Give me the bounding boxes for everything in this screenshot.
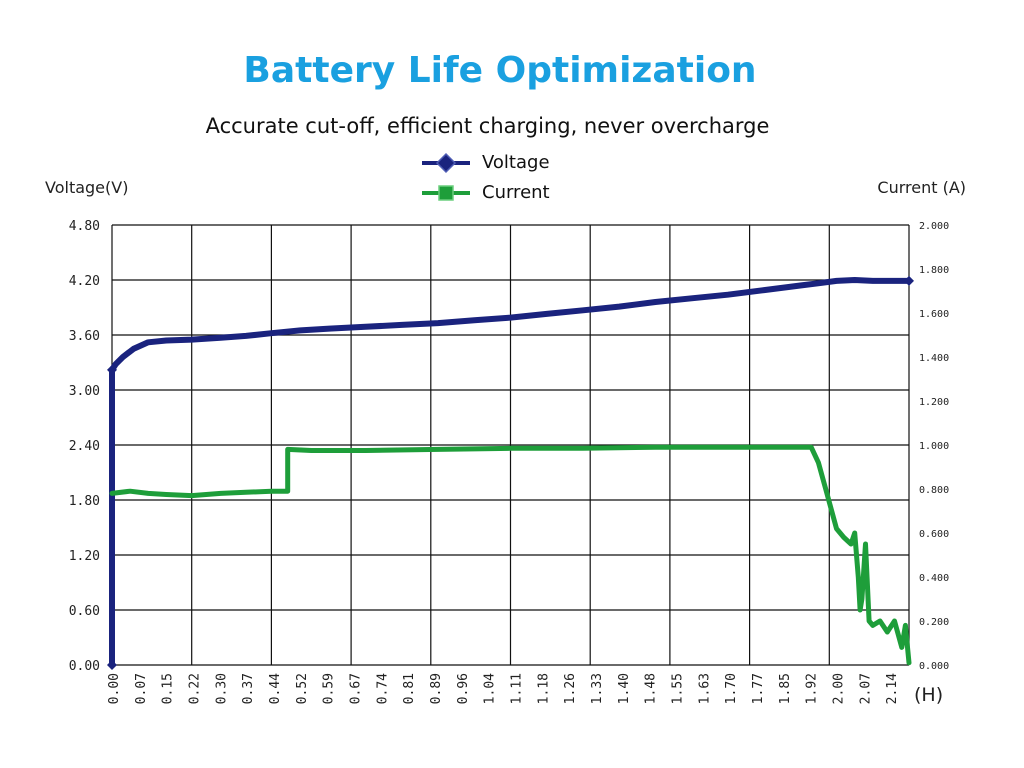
x-tick-label: 0.52 — [295, 673, 310, 704]
y-right-tick-label: 1.400 — [919, 353, 949, 364]
y-left-tick-label: 3.00 — [69, 384, 100, 399]
x-tick-label: 0.00 — [107, 673, 122, 704]
x-tick-label: 0.44 — [268, 673, 283, 704]
x-tick-label: 1.18 — [536, 673, 551, 704]
x-tick-label: 1.92 — [805, 673, 820, 704]
page-title: Battery Life Optimization — [243, 50, 757, 91]
x-tick-label: 0.22 — [188, 673, 203, 704]
legend-item-current: Current — [420, 180, 600, 210]
legend-voltage-marker — [422, 152, 470, 174]
x-tick-label: 2.00 — [832, 673, 847, 704]
voltage-point-marker — [107, 660, 117, 670]
series-line-voltage — [109, 277, 912, 668]
y-right-tick-label: 2.000 — [919, 221, 949, 232]
y-right-tick-label: 1.000 — [919, 441, 949, 452]
y-right-tick-label: 1.200 — [919, 397, 949, 408]
y-right-tick-label: 0.000 — [919, 661, 949, 672]
x-tick-label: 0.96 — [456, 673, 471, 704]
x-tick-label: 0.81 — [402, 673, 417, 704]
y-right-tick-label: 0.200 — [919, 617, 949, 628]
y-left-tick-label: 4.80 — [69, 219, 100, 234]
y-left-tick-label: 0.00 — [69, 659, 100, 674]
x-tick-label: 1.48 — [644, 673, 659, 704]
x-tick-label: 1.55 — [671, 673, 686, 704]
x-tick-label: 1.40 — [617, 673, 632, 704]
x-tick-label: 0.74 — [375, 673, 390, 704]
voltage-point-marker — [107, 364, 117, 375]
x-tick-label: 1.63 — [697, 673, 712, 704]
y-left-tick-label: 3.60 — [69, 329, 100, 344]
y-left-tick-label: 4.20 — [69, 274, 100, 289]
y-right-tick-label: 0.800 — [919, 485, 949, 496]
y-right-tick-label: 0.600 — [919, 529, 949, 540]
chart-legend: Voltage Current — [420, 150, 600, 210]
x-tick-label: 1.33 — [590, 673, 605, 704]
x-tick-label: 1.26 — [563, 673, 578, 704]
x-tick-label: 0.67 — [349, 673, 364, 704]
x-axis-unit-label: (H) — [914, 684, 944, 706]
legend-label-current: Current — [482, 182, 550, 203]
x-tick-label: 0.07 — [134, 673, 149, 704]
x-tick-label: 1.70 — [724, 673, 739, 704]
series-line-current — [109, 444, 912, 666]
x-tick-label: 1.04 — [483, 673, 498, 704]
x-tick-label: 0.59 — [322, 673, 337, 704]
legend-item-voltage: Voltage — [420, 150, 600, 180]
legend-label-voltage: Voltage — [482, 152, 550, 173]
left-axis-title: Voltage(V) — [45, 178, 129, 197]
y-left-tick-label: 0.60 — [69, 604, 100, 619]
x-tick-label: 0.37 — [241, 673, 256, 704]
x-tick-label: 2.14 — [885, 673, 900, 704]
y-left-tick-label: 1.80 — [69, 494, 100, 509]
x-tick-label: 1.85 — [778, 673, 793, 704]
x-tick-label: 0.89 — [429, 673, 444, 704]
x-tick-label: 1.11 — [510, 673, 525, 704]
x-tick-label: 0.15 — [161, 673, 176, 704]
right-axis-title: Current (A) — [877, 178, 966, 197]
y-left-tick-label: 1.20 — [69, 549, 100, 564]
voltage-point-marker — [904, 275, 914, 286]
x-tick-label: 0.30 — [214, 673, 229, 704]
x-tick-label: 1.77 — [751, 673, 766, 704]
y-right-tick-label: 1.600 — [919, 309, 949, 320]
y-right-tick-label: 1.800 — [919, 265, 949, 276]
legend-current-marker — [422, 185, 470, 201]
y-right-tick-label: 0.400 — [919, 573, 949, 584]
x-tick-label: 2.07 — [858, 673, 873, 704]
y-left-tick-label: 2.40 — [69, 439, 100, 454]
page-subtitle: Accurate cut-off, efficient charging, ne… — [205, 114, 770, 138]
